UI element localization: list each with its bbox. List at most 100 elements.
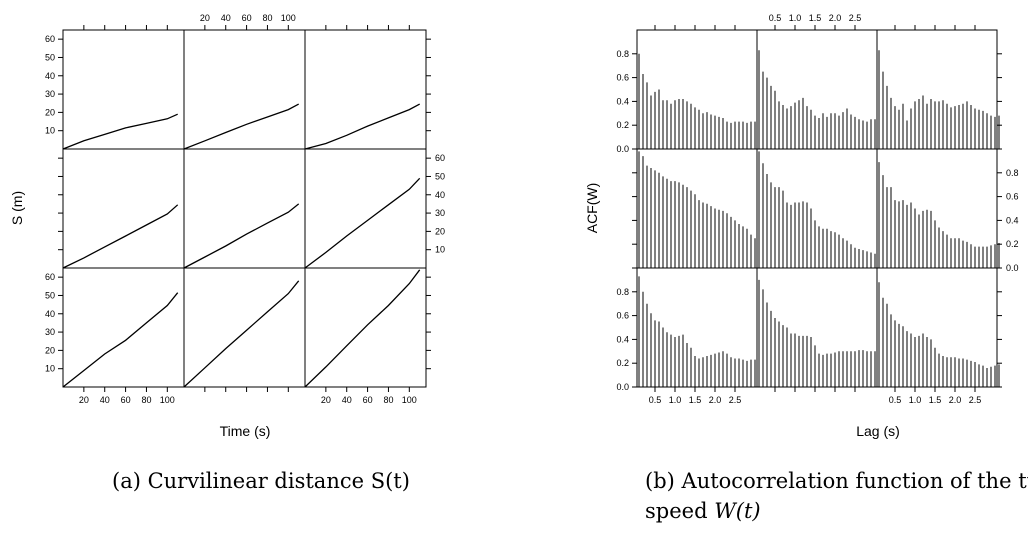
caption-b: (b) Autocorrelation function of the turn…	[645, 466, 1028, 526]
x-tick-label: 40	[342, 395, 352, 405]
caption-b-speed-word: speed	[645, 499, 715, 523]
panel-3	[304, 103, 421, 150]
y-tick-label: 50	[45, 290, 55, 300]
panel-5	[183, 203, 300, 269]
acf-panels	[638, 50, 1000, 387]
series-line	[183, 103, 300, 150]
x-tick-label: 40	[221, 13, 231, 23]
x-tick-label: 80	[141, 395, 151, 405]
x-tick-label: 20	[79, 395, 89, 405]
y-tick-label: 0.4	[616, 334, 629, 344]
caption-a-tag: (a)	[112, 469, 141, 493]
y-tick-label: 60	[45, 272, 55, 282]
y-tick-label: 0.6	[1006, 192, 1019, 202]
panel-6	[304, 177, 421, 269]
y-tick-label: 0.6	[616, 73, 629, 83]
x-axis-label: Lag (s)	[856, 423, 900, 439]
x-tick-label: 80	[262, 13, 272, 23]
caption-a-text: Curvilinear distance S(t)	[147, 469, 410, 493]
series-line	[62, 292, 179, 388]
panel-6	[878, 162, 1000, 268]
panel-7	[62, 292, 179, 388]
panel-2	[758, 50, 880, 149]
x-tick-label: 0.5	[769, 13, 782, 23]
panel-5	[758, 151, 880, 268]
distance-trellis-plot: 20 40 60 80 100 20 40 60 80 100 20 40 60 80 100 10 20 30 4…	[9, 13, 445, 439]
y-tick-label: 10	[435, 245, 445, 255]
x-tick-label: 1.5	[809, 13, 822, 23]
series-line	[62, 204, 179, 269]
y-tick-label: 40	[435, 190, 445, 200]
y-tick-label: 0.8	[1006, 168, 1019, 178]
x-tick-label: 60	[363, 395, 373, 405]
panel-4	[638, 151, 760, 268]
y-axis-label: ACF(W)	[584, 183, 600, 234]
x-tick-label: 80	[383, 395, 393, 405]
y-tick-label: 20	[45, 345, 55, 355]
panel-4	[62, 204, 179, 269]
series-line	[304, 269, 421, 388]
y-tick-label: 0.6	[616, 311, 629, 321]
x-tick-label: 2.0	[709, 395, 722, 405]
series-line	[62, 113, 178, 150]
x-tick-label: 1.0	[789, 13, 802, 23]
panel-7	[638, 276, 760, 387]
x-tick-label: 2.5	[729, 395, 742, 405]
y-tick-label: 20	[45, 107, 55, 117]
panel-2	[183, 103, 300, 150]
x-tick-label: 60	[121, 395, 131, 405]
x-tick-label: 2.5	[969, 395, 982, 405]
y-tick-label: 0.4	[1006, 215, 1019, 225]
y-tick-label: 0.2	[1006, 239, 1019, 249]
caption-b-math: W(t)	[714, 499, 761, 523]
x-tick-label: 40	[100, 395, 110, 405]
y-tick-label: 0.8	[616, 287, 629, 297]
panel-8	[758, 279, 880, 387]
x-tick-label: 0.5	[889, 395, 902, 405]
panel-1	[638, 53, 760, 149]
y-tick-label: 0.2	[616, 120, 629, 130]
distance-panels	[62, 103, 421, 388]
y-tick-label: 60	[45, 34, 55, 44]
y-tick-label: 0.0	[616, 382, 629, 392]
panel-3	[878, 50, 1000, 149]
x-tick-label: 2.5	[849, 13, 862, 23]
series-line	[304, 177, 421, 269]
x-tick-label: 100	[281, 13, 296, 23]
caption-b-tag: (b)	[645, 469, 675, 493]
y-tick-label: 0.4	[616, 96, 629, 106]
y-tick-label: 0.0	[616, 144, 629, 154]
x-tick-label: 2.0	[949, 395, 962, 405]
y-tick-label: 20	[435, 226, 445, 236]
y-tick-label: 50	[435, 171, 445, 181]
x-tick-label: 100	[160, 395, 175, 405]
caption-b-line1: Autocorrelation function of the turni	[681, 469, 1028, 493]
y-tick-label: 30	[45, 89, 55, 99]
caption-a: (a) Curvilinear distance S(t)	[112, 466, 410, 496]
series-line	[304, 103, 421, 150]
x-tick-label: 1.5	[929, 395, 942, 405]
panel-9	[304, 269, 421, 388]
y-tick-label: 40	[45, 309, 55, 319]
plot-frame	[62, 29, 427, 388]
x-tick-label: 0.5	[649, 395, 662, 405]
acf-trellis-plot: 0.5 1.0 1.5 2.0 2.5 0.5 1.0 1.5 2.0 2.5 0.5 1.0 1.5 2…	[584, 13, 1019, 439]
y-tick-label: 60	[435, 153, 445, 163]
y-tick-label: 0.2	[616, 358, 629, 368]
y-tick-label: 40	[45, 71, 55, 81]
x-axis-label: Time (s)	[220, 423, 271, 439]
plot-frame	[636, 29, 998, 388]
x-tick-label: 100	[402, 395, 417, 405]
x-tick-label: 20	[321, 395, 331, 405]
x-tick-label: 1.0	[909, 395, 922, 405]
x-tick-label: 1.5	[689, 395, 702, 405]
y-tick-label: 50	[45, 52, 55, 62]
y-tick-label: 10	[45, 126, 55, 136]
panel-1	[62, 113, 178, 150]
y-axis-label: S (m)	[9, 191, 25, 225]
distance-axes: 20 40 60 80 100 20 40 60 80 100 20 40 60 80 100 10 20 30 4…	[45, 13, 445, 405]
x-tick-label: 20	[200, 13, 210, 23]
y-tick-label: 0.8	[616, 49, 629, 59]
series-line	[183, 203, 300, 269]
y-tick-label: 30	[45, 327, 55, 337]
